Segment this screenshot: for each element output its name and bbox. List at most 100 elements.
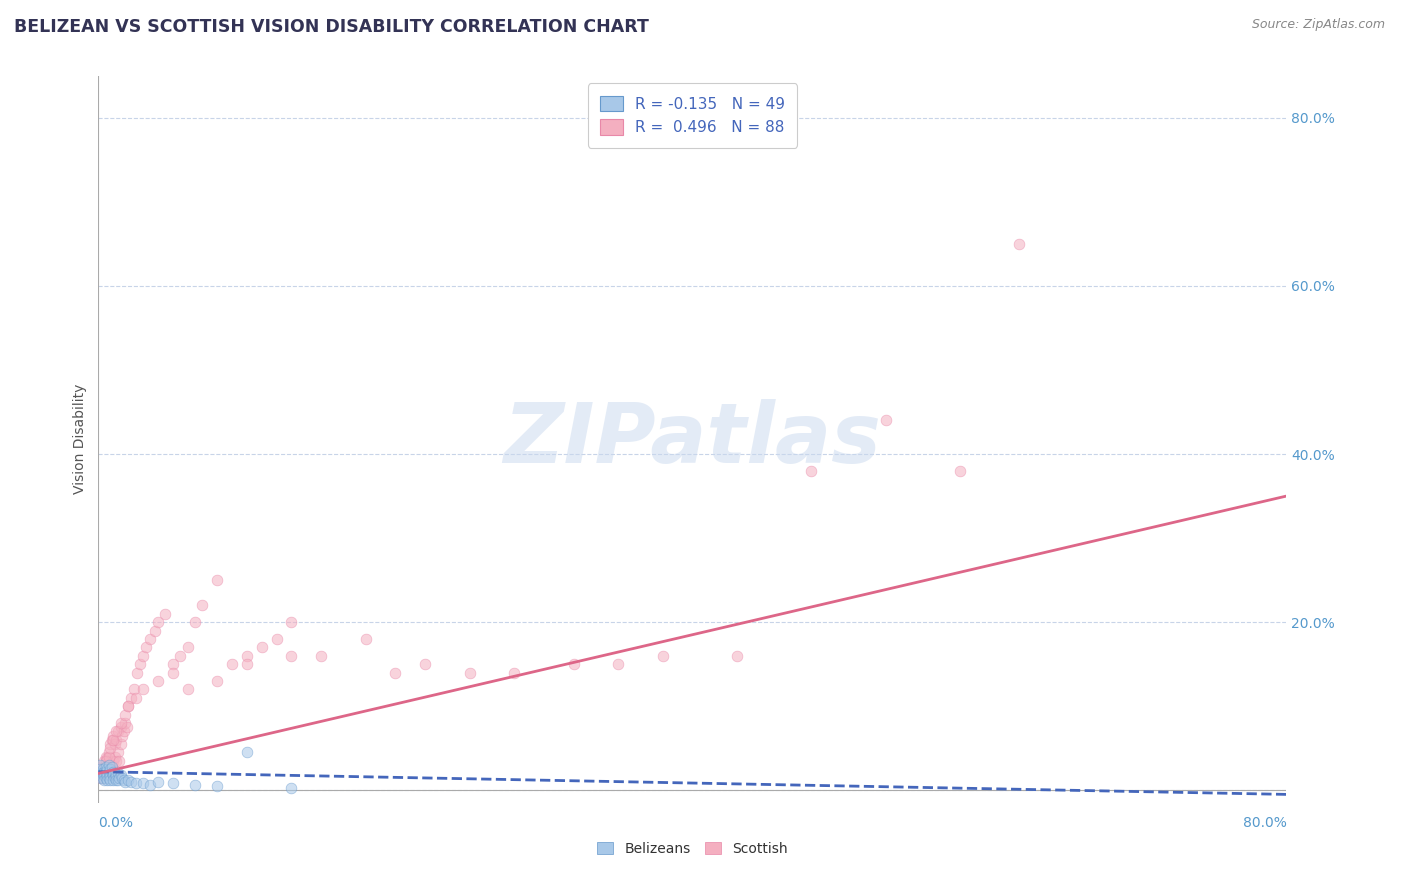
- Point: [129, 657, 152, 672]
- Point: [162, 665, 184, 680]
- Text: BELIZEAN VS SCOTTISH VISION DISABILITY CORRELATION CHART: BELIZEAN VS SCOTTISH VISION DISABILITY C…: [14, 18, 650, 36]
- Point: [162, 657, 184, 672]
- Point: [103, 773, 125, 788]
- Point: [124, 776, 146, 790]
- Point: [101, 766, 124, 780]
- Point: [98, 762, 121, 776]
- Point: [280, 648, 302, 663]
- Point: [94, 766, 117, 780]
- Point: [93, 754, 115, 768]
- Point: [176, 682, 198, 697]
- Point: [280, 615, 302, 629]
- Point: [413, 657, 436, 672]
- Point: [266, 632, 288, 646]
- Point: [250, 640, 273, 655]
- Point: [875, 413, 897, 427]
- Point: [89, 766, 111, 780]
- Point: [90, 771, 112, 785]
- Point: [205, 779, 228, 793]
- Point: [114, 715, 136, 730]
- Point: [651, 648, 673, 663]
- Point: [184, 615, 207, 629]
- Point: [120, 774, 142, 789]
- Point: [93, 762, 115, 776]
- Point: [105, 768, 128, 782]
- Text: 0.0%: 0.0%: [98, 816, 134, 830]
- Point: [115, 720, 138, 734]
- Point: [108, 754, 131, 768]
- Point: [117, 773, 139, 788]
- Point: [101, 758, 124, 772]
- Point: [98, 773, 121, 788]
- Point: [90, 762, 112, 776]
- Point: [1008, 236, 1031, 251]
- Point: [98, 768, 121, 782]
- Point: [96, 762, 118, 776]
- Point: [105, 732, 128, 747]
- Point: [101, 732, 124, 747]
- Point: [91, 762, 114, 776]
- Point: [94, 771, 117, 785]
- Point: [236, 648, 259, 663]
- Point: [93, 768, 115, 782]
- Point: [90, 771, 112, 785]
- Point: [96, 751, 118, 765]
- Point: [105, 754, 128, 768]
- Point: [96, 762, 118, 776]
- Point: [725, 648, 748, 663]
- Point: [458, 665, 481, 680]
- Point: [97, 745, 120, 759]
- Point: [94, 749, 117, 764]
- Point: [104, 737, 127, 751]
- Point: [108, 771, 131, 785]
- Point: [162, 776, 184, 790]
- Point: [91, 768, 114, 782]
- Point: [101, 759, 124, 773]
- Point: [105, 724, 128, 739]
- Point: [98, 737, 121, 751]
- Point: [93, 764, 115, 779]
- Point: [236, 745, 259, 759]
- Text: Source: ZipAtlas.com: Source: ZipAtlas.com: [1251, 18, 1385, 31]
- Point: [104, 766, 127, 780]
- Point: [97, 764, 120, 779]
- Point: [120, 690, 142, 705]
- Point: [94, 764, 117, 779]
- Point: [107, 724, 129, 739]
- Point: [132, 648, 155, 663]
- Point: [103, 768, 125, 782]
- Point: [949, 464, 972, 478]
- Point: [91, 771, 114, 785]
- Point: [110, 768, 132, 782]
- Point: [176, 640, 198, 655]
- Point: [607, 657, 630, 672]
- Point: [146, 673, 169, 688]
- Point: [96, 773, 118, 788]
- Point: [89, 762, 111, 776]
- Legend: Belizeans, Scottish: Belizeans, Scottish: [592, 836, 793, 862]
- Point: [111, 771, 134, 785]
- Y-axis label: Vision Disability: Vision Disability: [73, 384, 87, 494]
- Point: [114, 774, 136, 789]
- Point: [97, 749, 120, 764]
- Point: [117, 699, 139, 714]
- Point: [191, 599, 214, 613]
- Point: [97, 758, 120, 772]
- Text: 80.0%: 80.0%: [1243, 816, 1286, 830]
- Point: [104, 749, 127, 764]
- Point: [90, 766, 112, 780]
- Point: [132, 776, 155, 790]
- Point: [107, 766, 129, 780]
- Point: [146, 774, 169, 789]
- Point: [112, 773, 135, 788]
- Point: [107, 773, 129, 788]
- Point: [93, 773, 115, 788]
- Point: [91, 771, 114, 785]
- Point: [103, 764, 125, 779]
- Point: [221, 657, 243, 672]
- Point: [155, 607, 177, 621]
- Point: [111, 729, 134, 743]
- Point: [98, 741, 121, 756]
- Point: [205, 673, 228, 688]
- Point: [124, 690, 146, 705]
